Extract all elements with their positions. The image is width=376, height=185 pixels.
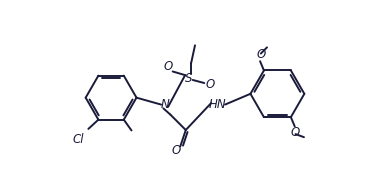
Text: S: S (185, 72, 193, 85)
Text: Cl: Cl (72, 133, 84, 146)
Text: N: N (161, 98, 169, 111)
Text: HN: HN (209, 98, 226, 111)
Text: O: O (164, 60, 173, 73)
Text: O: O (256, 48, 265, 61)
Text: O: O (206, 78, 215, 91)
Text: O: O (291, 126, 300, 139)
Text: O: O (172, 144, 181, 157)
